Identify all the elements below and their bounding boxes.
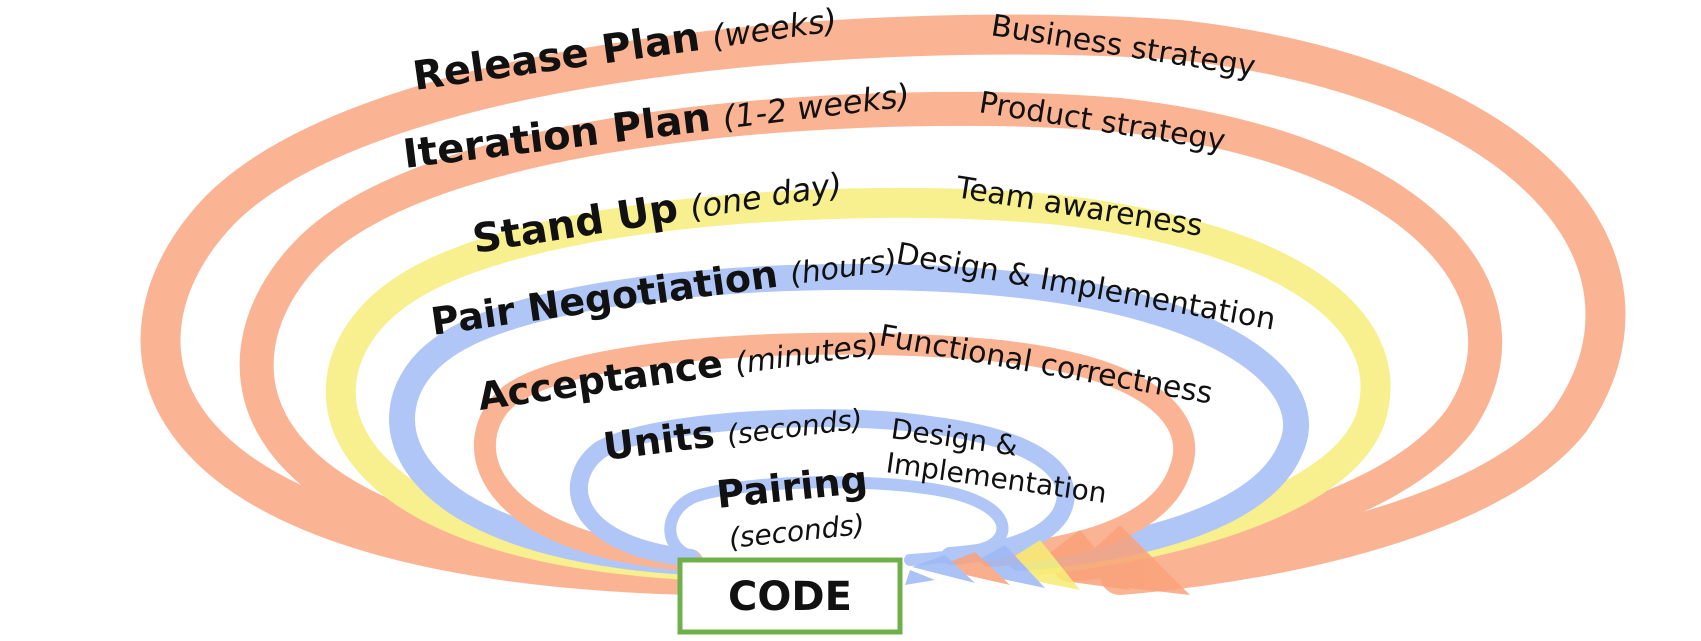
stand-up-arrow-head: [990, 540, 1080, 590]
code-box-border: [677, 557, 903, 635]
loop-descriptions: Business strategy Product strategy Team …: [877, 8, 1279, 510]
stand-up-loop: [325, 187, 1391, 580]
pairing-arrow-head: [905, 570, 935, 585]
pairing-loop: [664, 476, 1009, 566]
units-loop: [569, 409, 1075, 567]
code-label: CODE: [728, 574, 852, 620]
pairing-duration: (seconds): [727, 508, 866, 555]
stand-up-description: Team awareness: [953, 170, 1205, 244]
units-label: Units (seconds): [601, 394, 865, 469]
pair-negotiation-loop: [389, 263, 1310, 575]
acceptance-arrow-head: [935, 552, 1010, 585]
loop-labels: Release Plan (weeks) Iteration Plan (1-2…: [401, 1, 912, 555]
acceptance-label: Acceptance (minutes): [475, 319, 881, 419]
release-plan-loop: [140, 14, 1626, 595]
stand-up-label: Stand Up (one day): [469, 159, 845, 263]
pair-negotiation-arrow-head: [960, 545, 1045, 588]
acceptance-loop: [473, 332, 1196, 571]
units-arrow-head: [912, 555, 975, 583]
acceptance-description: Functional correctness: [877, 318, 1216, 411]
code-box: CODE: [677, 557, 903, 635]
iteration-plan-description: Product strategy: [977, 85, 1228, 158]
loop-bands: [140, 14, 1626, 595]
arrow-heads: [905, 525, 1190, 595]
iteration-plan-loop: [239, 91, 1503, 587]
pairing-label: Pairing: [714, 457, 869, 517]
